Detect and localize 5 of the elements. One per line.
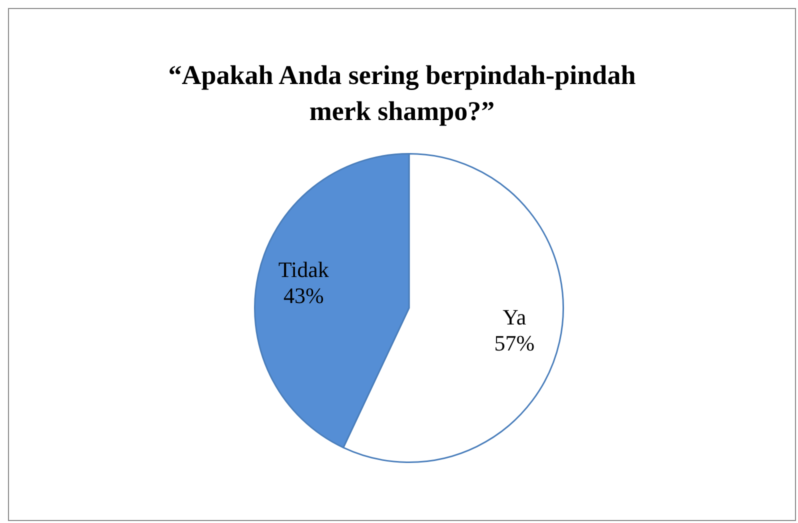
- slice-label: Tidak: [278, 257, 329, 282]
- slice-label: Ya: [502, 304, 526, 330]
- chart-title: “Apakah Anda sering berpindah-pindah merk shampo?”: [167, 59, 637, 128]
- data-label: 43%: [283, 283, 324, 308]
- data-label: 57%: [494, 330, 535, 356]
